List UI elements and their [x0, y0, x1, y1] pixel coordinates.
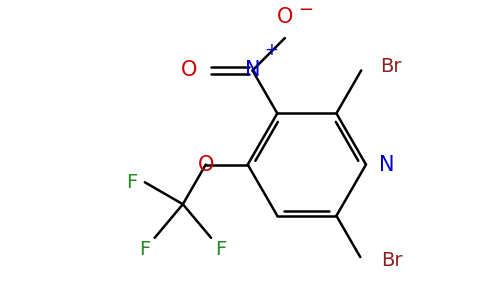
- Text: Br: Br: [381, 251, 403, 270]
- Text: O: O: [181, 60, 197, 80]
- Text: +: +: [264, 41, 278, 59]
- Text: O: O: [277, 7, 293, 27]
- Text: N: N: [379, 154, 395, 175]
- Text: N: N: [245, 60, 260, 80]
- Text: O: O: [197, 154, 214, 175]
- Text: −: −: [298, 1, 313, 19]
- Text: Br: Br: [380, 57, 402, 76]
- Text: F: F: [139, 240, 151, 259]
- Text: F: F: [215, 240, 226, 259]
- Text: F: F: [126, 173, 137, 192]
